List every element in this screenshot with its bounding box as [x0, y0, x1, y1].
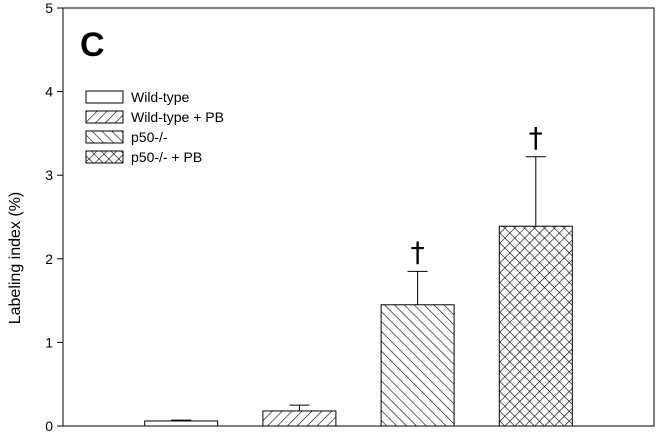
- y-axis-label: Labeling index (%): [7, 192, 24, 325]
- y-axis: 0 1 2 3 4 5: [45, 0, 63, 434]
- legend: Wild-type Wild-type + PB p50-/- p50-/- + PB: [85, 89, 224, 165]
- panel-letter: C: [80, 26, 105, 64]
- plot-border: [62, 7, 655, 427]
- legend-swatch: [85, 110, 124, 124]
- legend-label: p50-/-: [131, 129, 168, 145]
- y-tick-label: 1: [45, 334, 53, 350]
- y-tick-label: 3: [45, 167, 53, 183]
- legend-label: Wild-type: [131, 89, 190, 105]
- bar: [262, 410, 337, 427]
- y-tick-label: 0: [45, 418, 53, 434]
- significance-marker: †: [529, 121, 543, 154]
- legend-swatch: [85, 90, 124, 104]
- y-tick-label: 5: [45, 0, 53, 16]
- y-tick-label: 2: [45, 251, 53, 267]
- legend-label: Wild-type + PB: [131, 109, 224, 125]
- plot-frame: [62, 7, 655, 427]
- bar: [144, 420, 219, 427]
- significance-marker: †: [411, 235, 425, 268]
- legend-swatch: [85, 130, 124, 144]
- bar: [498, 225, 573, 427]
- y-tick-label: 4: [45, 84, 53, 100]
- legend-swatch: [85, 150, 124, 164]
- legend-label: p50-/- + PB: [131, 149, 202, 165]
- bar: [380, 304, 455, 427]
- bars: ††: [144, 121, 573, 427]
